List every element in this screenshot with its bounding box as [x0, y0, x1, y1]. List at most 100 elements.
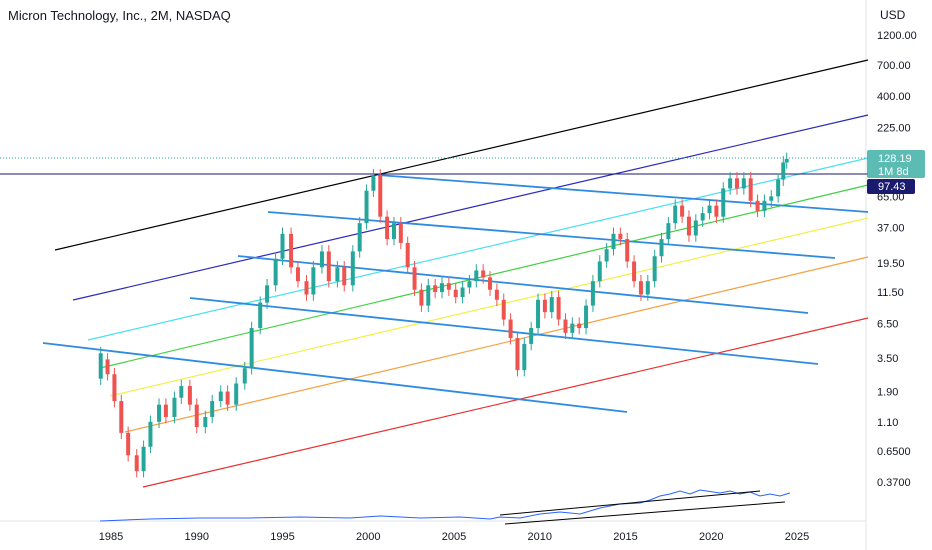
channel-line-4[interactable]	[189, 297, 819, 365]
candle	[488, 271, 493, 296]
time-tick-label: 1990	[185, 531, 209, 543]
drawing-lines[interactable]	[0, 59, 869, 488]
candle	[163, 398, 168, 424]
currency-button[interactable]: USD	[880, 8, 906, 22]
trendline-red[interactable]	[142, 317, 869, 488]
price-tick-label: 1.10	[877, 417, 898, 429]
candle	[187, 379, 192, 411]
candle	[172, 391, 177, 424]
time-tick-label: 2010	[528, 531, 552, 543]
candle	[134, 449, 139, 478]
candle	[604, 242, 609, 268]
channel-line-5[interactable]	[42, 342, 628, 413]
candle	[311, 261, 316, 301]
price-tick-label: 37.00	[877, 222, 905, 234]
trendline-black[interactable]	[54, 59, 869, 251]
candle	[508, 313, 513, 345]
candle	[549, 290, 554, 319]
time-axis[interactable]: 1985 1990 1995 2000 2005 2010 2015 2020 2025	[99, 531, 809, 543]
candle	[326, 245, 331, 288]
candle	[741, 172, 746, 195]
candle	[350, 245, 355, 292]
candle	[364, 184, 369, 230]
candle	[371, 169, 376, 197]
candle	[412, 261, 417, 296]
candle	[426, 279, 431, 312]
indicator-line	[99, 489, 791, 522]
channel-line-1[interactable]	[377, 174, 869, 213]
candle	[453, 283, 458, 304]
candle	[342, 261, 347, 292]
last-price-countdown: 1M 8d	[878, 166, 909, 178]
candle	[210, 394, 215, 424]
candle	[542, 293, 547, 319]
candle	[157, 398, 162, 429]
candle	[501, 293, 506, 326]
candle	[319, 245, 324, 274]
time-tick-label: 1995	[270, 531, 294, 543]
price-tick-label: 3.50	[877, 353, 898, 365]
candle	[234, 377, 239, 411]
candle	[755, 194, 760, 218]
candle	[590, 274, 595, 312]
candle	[686, 210, 691, 242]
channel-line-3[interactable]	[237, 255, 809, 314]
candle	[460, 281, 465, 304]
candle	[529, 321, 534, 351]
candle	[625, 232, 630, 268]
price-tick-label: 225.00	[877, 123, 911, 135]
time-tick-label: 2005	[442, 531, 466, 543]
indicator-trendline-2	[504, 501, 786, 525]
candle	[119, 394, 124, 440]
candle	[522, 337, 527, 377]
price-axis[interactable]: 0.3700 0.6500 1.10 1.90 3.50 6.50 11.50 19.50 37…	[877, 30, 917, 489]
candle	[148, 415, 153, 454]
chart-title: Micron Technology, Inc., 2M, NASDAQ	[8, 8, 231, 23]
price-tick-label: 1.90	[877, 387, 898, 399]
candle	[419, 283, 424, 312]
candle	[700, 206, 705, 227]
candle	[632, 255, 637, 288]
price-tick-label: 6.50	[877, 319, 898, 331]
price-tick-label: 65.00	[877, 191, 905, 203]
candle	[273, 252, 278, 292]
trendline-navy[interactable]	[72, 114, 869, 301]
candle	[112, 367, 117, 408]
time-tick-label: 2000	[356, 531, 380, 543]
candle	[673, 199, 678, 230]
candle	[265, 279, 270, 309]
trendline-orange[interactable]	[124, 256, 869, 433]
candle	[659, 232, 664, 263]
candle	[218, 385, 223, 408]
price-tick-label: 0.6500	[877, 446, 911, 458]
price-tick-label: 11.50	[877, 287, 904, 299]
candle	[597, 255, 602, 288]
candle	[645, 274, 650, 301]
last-price-tag: 128.19 1M 8d	[867, 150, 925, 178]
candle	[357, 216, 362, 258]
time-tick-label: 1985	[99, 531, 123, 543]
candle	[249, 321, 254, 375]
candle	[577, 317, 582, 335]
candle	[385, 210, 390, 246]
candle	[494, 283, 499, 307]
candle	[784, 152, 789, 169]
candle	[638, 274, 643, 301]
candle	[707, 199, 712, 220]
channel-line-2[interactable]	[267, 211, 836, 259]
candle	[289, 227, 294, 274]
indicator-pane	[99, 489, 791, 525]
candle	[474, 264, 479, 288]
candle	[680, 199, 685, 223]
candle	[439, 276, 444, 299]
candle	[536, 293, 541, 335]
candle	[762, 194, 767, 218]
candle	[776, 173, 781, 203]
candle	[652, 249, 657, 288]
candle	[515, 331, 520, 377]
candle	[563, 313, 568, 340]
candle	[105, 353, 110, 381]
candle	[194, 398, 199, 434]
